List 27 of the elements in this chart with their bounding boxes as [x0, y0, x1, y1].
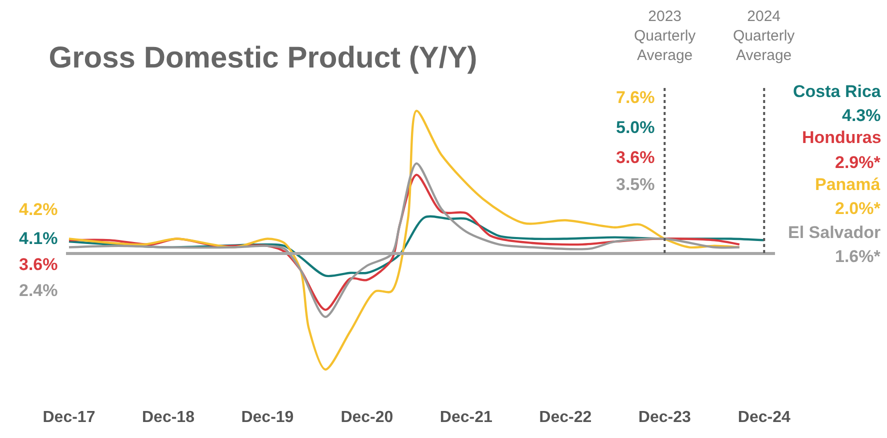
- annotation: 3.6%: [616, 148, 655, 167]
- text: El Salvador: [788, 223, 881, 242]
- x-tick-label: Dec-18: [142, 409, 195, 426]
- text: 7.6%: [616, 88, 655, 107]
- text: 2.9%*: [835, 153, 881, 172]
- text: Panamá: [815, 175, 881, 194]
- x-tick-label: Dec-22: [539, 409, 592, 426]
- text: Honduras: [802, 128, 882, 147]
- x-tick-label: Dec-17: [42, 409, 96, 426]
- ref-line-label: 2024 Quarterly Average: [733, 8, 796, 64]
- text: 3.6%: [19, 255, 58, 274]
- text: 4.2%: [19, 200, 58, 219]
- x-tick-label: Dec-24: [738, 409, 790, 426]
- x-tick-label: Dec-23: [638, 409, 691, 426]
- annotation: 5.0%: [616, 118, 655, 137]
- chart-title: Gross Domestic Product (Y/Y): [48, 41, 478, 74]
- annotation: 3.5%: [616, 175, 655, 194]
- text: 4.1%: [19, 229, 58, 248]
- x-tick-label: Dec-20: [340, 409, 394, 426]
- text: Costa Rica: [793, 82, 882, 101]
- text: 2.0%*: [835, 199, 881, 218]
- x-tick-label: Dec-19: [241, 409, 294, 426]
- text: 2.4%: [19, 281, 58, 300]
- x-tick-label: Dec-21: [440, 409, 493, 426]
- text: 4.3%: [842, 106, 881, 125]
- text: 1.6%*: [835, 247, 881, 266]
- ref-line-label: 2023 Quarterly Average: [634, 8, 696, 64]
